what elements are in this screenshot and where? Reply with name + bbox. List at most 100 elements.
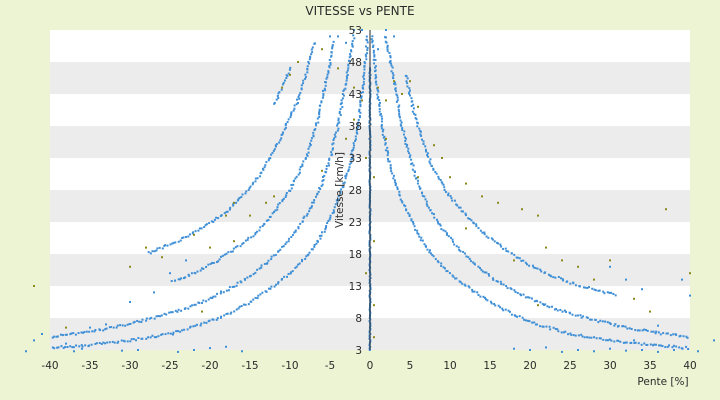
data-point	[381, 117, 384, 120]
data-point	[233, 285, 236, 288]
data-point	[386, 146, 389, 149]
data-point	[546, 305, 549, 308]
data-point	[241, 350, 243, 353]
data-point	[260, 264, 263, 267]
data-point	[305, 255, 308, 258]
data-point	[296, 98, 299, 101]
data-point	[317, 190, 320, 193]
data-point	[369, 89, 372, 92]
data-point	[252, 298, 255, 301]
data-point	[559, 277, 562, 280]
data-point	[304, 73, 307, 76]
data-point	[368, 169, 371, 172]
data-point	[213, 218, 216, 221]
data-point	[180, 277, 183, 280]
data-point	[277, 281, 280, 284]
data-point	[365, 35, 368, 38]
data-point	[389, 59, 392, 62]
data-point	[432, 213, 435, 216]
data-point	[269, 287, 272, 290]
data-point	[399, 119, 402, 122]
data-point	[165, 313, 168, 316]
data-point	[69, 333, 72, 336]
data-point	[327, 71, 330, 74]
data-point	[337, 198, 340, 201]
data-point	[247, 236, 250, 239]
data-point	[325, 165, 328, 168]
data-point	[571, 313, 574, 316]
data-point	[416, 179, 419, 182]
data-point	[341, 106, 344, 109]
data-point	[366, 49, 369, 52]
data-point	[625, 349, 627, 352]
data-point	[331, 212, 334, 215]
data-point	[408, 94, 411, 97]
data-point	[311, 51, 314, 54]
data-point	[82, 331, 85, 334]
data-point	[464, 214, 467, 217]
data-point	[207, 263, 210, 266]
data-point	[218, 258, 221, 261]
data-point	[673, 349, 675, 351]
data-point	[507, 250, 510, 253]
data-point	[528, 296, 531, 299]
data-point	[339, 108, 342, 111]
data-point	[453, 243, 456, 246]
data-point	[513, 253, 516, 256]
data-point	[233, 240, 235, 243]
data-point	[283, 128, 286, 131]
data-point	[284, 124, 287, 127]
data-point	[533, 300, 536, 303]
data-point	[675, 333, 678, 336]
data-point	[441, 157, 443, 159]
data-point	[285, 275, 288, 278]
data-point	[536, 323, 539, 326]
data-point	[593, 336, 596, 339]
data-point	[287, 240, 290, 243]
data-point	[171, 311, 174, 314]
data-point	[184, 276, 187, 279]
data-point	[259, 175, 262, 178]
data-point	[458, 248, 461, 251]
data-point	[363, 62, 366, 65]
data-point	[303, 215, 306, 218]
data-point	[121, 349, 123, 352]
data-point	[363, 77, 366, 80]
data-point	[241, 242, 244, 245]
data-point	[254, 180, 257, 183]
data-point	[472, 222, 475, 225]
data-point	[259, 293, 262, 296]
data-point	[613, 340, 616, 343]
data-point	[410, 97, 413, 100]
data-point	[285, 241, 288, 244]
data-point	[138, 320, 141, 323]
data-point	[549, 328, 552, 331]
data-point	[389, 164, 392, 167]
data-point	[373, 55, 376, 58]
data-point	[501, 307, 504, 310]
data-point	[410, 100, 413, 103]
data-point	[580, 333, 583, 336]
data-point	[524, 296, 527, 299]
data-point	[140, 337, 143, 340]
data-point	[651, 344, 654, 347]
data-point	[523, 318, 526, 321]
data-point	[230, 250, 233, 253]
data-point	[359, 99, 362, 102]
data-point	[608, 321, 611, 324]
data-point	[398, 112, 401, 115]
data-point	[354, 135, 357, 138]
data-point	[119, 324, 122, 327]
data-point	[407, 147, 410, 150]
data-point	[408, 92, 411, 95]
data-point	[132, 321, 135, 324]
data-point	[161, 256, 163, 259]
data-point	[323, 174, 326, 177]
data-point	[161, 247, 164, 250]
data-point	[157, 315, 160, 318]
data-point	[689, 272, 691, 275]
data-point	[548, 325, 551, 328]
data-point	[437, 175, 440, 178]
data-point	[51, 346, 54, 349]
data-point	[57, 346, 60, 349]
